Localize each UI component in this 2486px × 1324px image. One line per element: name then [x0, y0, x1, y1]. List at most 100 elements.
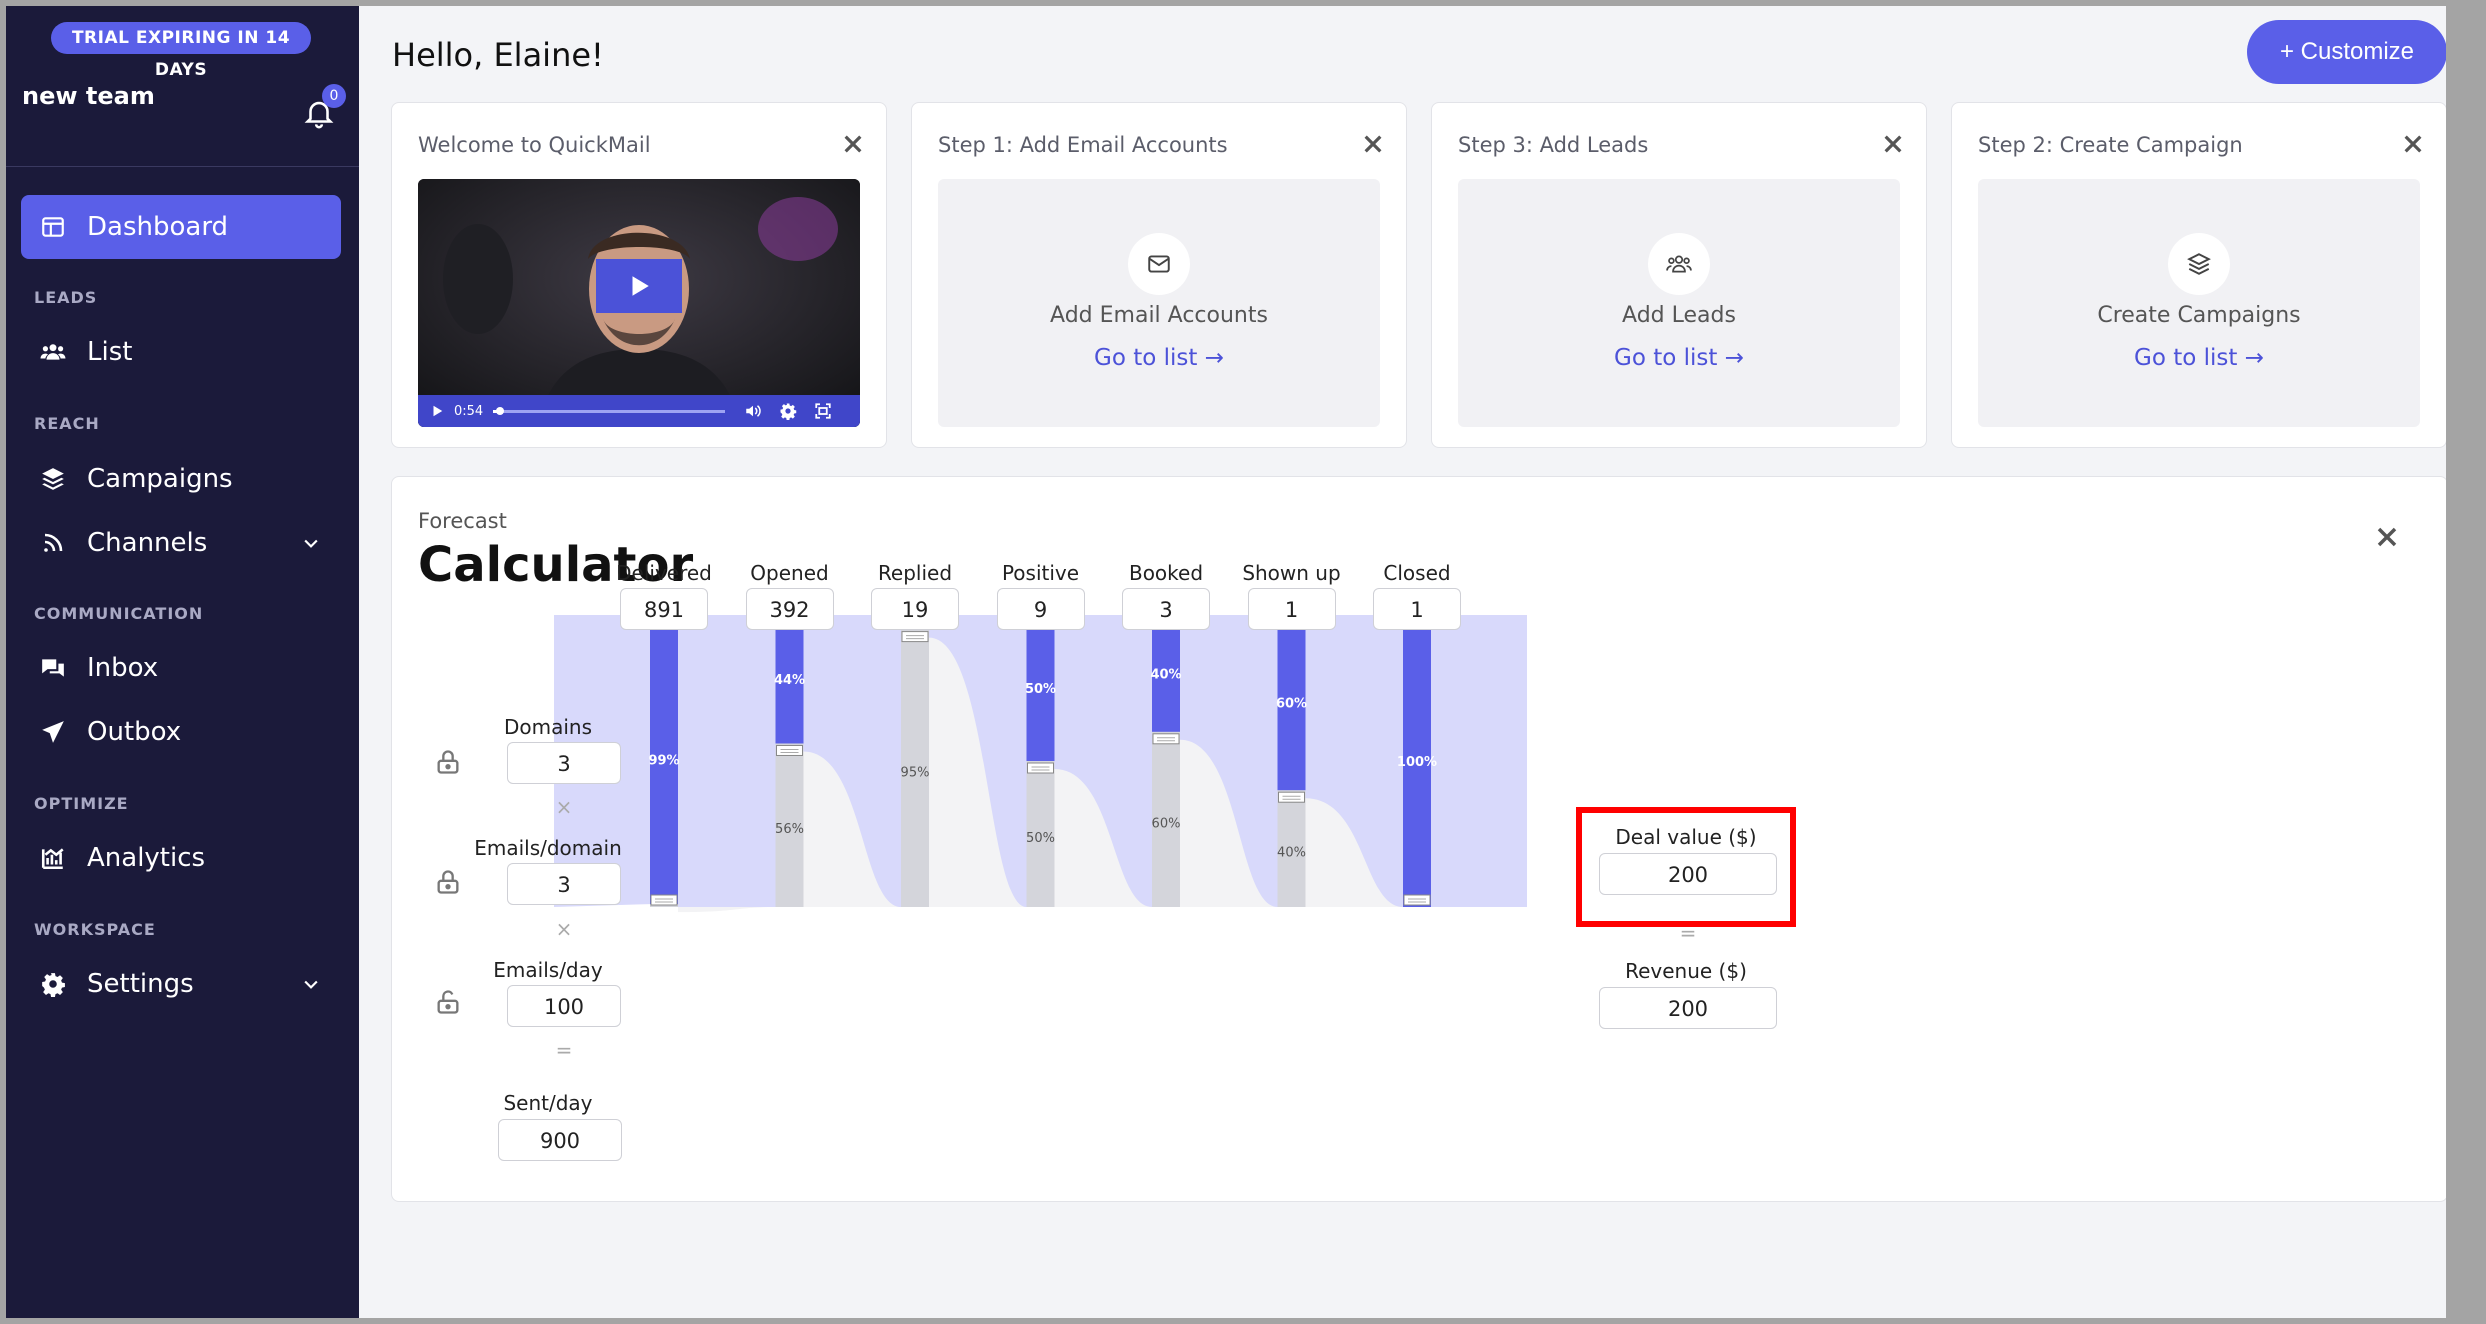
close-icon[interactable]: [2375, 525, 2399, 549]
users-icon: [1648, 233, 1710, 295]
team-name[interactable]: new team: [22, 82, 155, 110]
video-progress-knob[interactable]: [496, 406, 505, 415]
stage-drag-handle[interactable]: [1027, 762, 1054, 774]
domains-label: Domains: [503, 715, 593, 739]
sidebar-item-analytics[interactable]: Analytics: [21, 826, 341, 890]
go-to-list-link[interactable]: Go to list →: [1094, 345, 1224, 371]
sidebar-item-label: List: [87, 337, 133, 367]
sidebar-item-list[interactable]: List: [21, 320, 341, 384]
trial-badge[interactable]: TRIAL EXPIRING IN 14 DAYS: [51, 22, 311, 80]
send-icon: [39, 718, 67, 746]
stage-count-input[interactable]: 19: [871, 588, 959, 630]
stage-drag-handle[interactable]: [1278, 791, 1305, 803]
stage-name: Booked: [1128, 561, 1204, 585]
customize-button[interactable]: + Customize: [2247, 20, 2446, 84]
emails-per-day-label: Emails/day: [493, 958, 603, 982]
chevron-down-icon[interactable]: [301, 533, 321, 553]
sidebar-item-settings[interactable]: Settings: [21, 952, 341, 1016]
stage-drag-handle[interactable]: [650, 894, 678, 906]
card-body: Add Leads Go to list →: [1458, 179, 1900, 427]
card-title: Step 1: Add Email Accounts: [938, 133, 1228, 157]
sidebar-item-channels[interactable]: Channels: [21, 511, 341, 575]
deal-value-label: Deal value ($): [1615, 825, 1757, 849]
video-time: 0:54: [454, 403, 484, 419]
flow-dropoff: [803, 751, 901, 907]
sidebar-item-label: Outbox: [87, 717, 182, 747]
stage-fail-bar: [901, 615, 929, 907]
go-to-list-link[interactable]: Go to list →: [1614, 345, 1744, 371]
welcome-video[interactable]: 0:54: [418, 179, 860, 427]
lock-icon[interactable]: [434, 747, 462, 777]
stage-drag-handle[interactable]: [1152, 733, 1180, 745]
stage-drag-handle[interactable]: [901, 631, 929, 643]
sidebar-item-dashboard[interactable]: Dashboard: [21, 195, 341, 259]
sidebar: TRIAL EXPIRING IN 14 DAYS new team 0 Das…: [6, 6, 359, 1318]
sidebar-item-inbox[interactable]: Inbox: [21, 636, 341, 700]
step-label: Add Email Accounts: [1050, 303, 1268, 328]
stage-pass-percent: 60%: [1276, 697, 1307, 712]
sent-per-day-label: Sent/day: [503, 1091, 593, 1115]
flow-dropoff: [929, 637, 1027, 907]
calculator-title: Calculator: [418, 537, 694, 593]
stage-count-input[interactable]: 9: [996, 588, 1085, 630]
sidebar-item-outbox[interactable]: Outbox: [21, 700, 341, 764]
deal-value-input[interactable]: 200: [1599, 853, 1777, 895]
stage-drop-percent: 56%: [775, 822, 804, 837]
unlock-icon[interactable]: [434, 987, 462, 1017]
close-icon[interactable]: [2402, 133, 2424, 155]
volume-icon[interactable]: [743, 402, 763, 420]
step-leads-card: Step 3: Add Leads Add Leads Go to list →: [1431, 102, 1927, 448]
stage-name: Shown up: [1242, 561, 1341, 585]
stage-count-input[interactable]: 1: [1247, 588, 1336, 630]
notification-count: 0: [322, 84, 346, 108]
play-icon: [632, 276, 649, 296]
stage-drop-percent: 40%: [1277, 846, 1306, 861]
flow-dropoff: [1054, 769, 1152, 907]
flow-dropoff: [678, 907, 776, 913]
times-sign: ×: [555, 917, 573, 941]
stage-count-input[interactable]: 1: [1373, 588, 1461, 630]
stage-pass-bar: [1026, 615, 1055, 761]
stage-pass-percent: 99%: [648, 754, 679, 769]
sidebar-divider: [6, 166, 359, 167]
emails-per-day-input[interactable]: 100: [507, 985, 621, 1027]
emails-per-domain-input[interactable]: 3: [507, 863, 621, 905]
stage-name: Opened: [750, 561, 829, 585]
go-to-list-link[interactable]: Go to list →: [2134, 345, 2264, 371]
video-progress[interactable]: [493, 406, 726, 415]
play-button[interactable]: [596, 259, 682, 313]
stage-count-input[interactable]: 3: [1122, 588, 1210, 630]
close-icon[interactable]: [842, 133, 864, 155]
close-icon[interactable]: [1362, 133, 1384, 155]
funnel-flow: 99%44%56%5%95%50%50%40%60%60%40%100%: [554, 615, 1527, 913]
stage-pass-bar: [1277, 615, 1306, 791]
drag-handle-lines: [906, 635, 924, 640]
sidebar-item-label: Analytics: [87, 843, 206, 873]
forecast-calculator: Forecast Calculator 99%44%56%5%95%50%50%…: [391, 476, 2446, 1202]
drag-handle-lines: [780, 748, 799, 753]
sidebar-item-label: Campaigns: [87, 464, 233, 494]
bell-icon[interactable]: [302, 96, 336, 130]
drag-handle-lines: [1031, 766, 1050, 771]
domains-input[interactable]: 3: [507, 742, 621, 784]
card-body: Add Email Accounts Go to list →: [938, 179, 1380, 427]
stage-pass-bar: [1403, 615, 1431, 907]
revenue-label: Revenue ($): [1625, 959, 1747, 983]
flow-dropoff: [1305, 798, 1403, 907]
chevron-down-icon[interactable]: [301, 974, 321, 994]
stage-drag-handle[interactable]: [776, 744, 803, 756]
settings-icon[interactable]: [779, 402, 797, 420]
sidebar-item-campaigns[interactable]: Campaigns: [21, 447, 341, 511]
stage-drop-percent: 60%: [1152, 816, 1181, 831]
card-title: Step 2: Create Campaign: [1978, 133, 2243, 157]
stage-pass-bar: [775, 615, 804, 744]
play-icon[interactable]: [430, 404, 444, 418]
section-optimize: OPTIMIZE: [34, 794, 129, 813]
flow-dropoff: [1180, 739, 1278, 907]
lock-icon[interactable]: [434, 867, 462, 897]
stage-drag-handle[interactable]: [1403, 894, 1431, 906]
fullscreen-icon[interactable]: [813, 402, 833, 420]
stage-count-input[interactable]: 891: [620, 588, 708, 630]
stage-count-input[interactable]: 392: [745, 588, 834, 630]
close-icon[interactable]: [1882, 133, 1904, 155]
